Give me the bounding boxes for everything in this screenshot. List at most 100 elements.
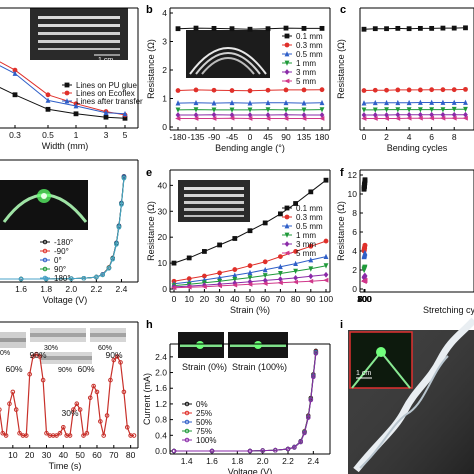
data-point xyxy=(231,282,238,288)
data-point xyxy=(283,111,289,118)
data-point xyxy=(232,236,238,241)
x-tick-label: 2.2 xyxy=(90,284,102,294)
series-0.1 mm xyxy=(171,177,329,266)
data-point xyxy=(171,285,177,291)
legend-label: 0.5 mm xyxy=(296,50,323,59)
data-point xyxy=(211,25,217,31)
data-point xyxy=(278,211,283,217)
data-point xyxy=(81,275,87,281)
legend-swatch-marker xyxy=(42,248,48,254)
x-tick-label: 100 xyxy=(319,294,333,304)
legend-swatch-marker xyxy=(64,82,70,88)
y-tick-label: 3 xyxy=(162,37,167,47)
y-tick-label: 4 xyxy=(162,8,167,18)
x-tick-label: 10 xyxy=(184,294,194,304)
data-point xyxy=(283,87,289,93)
x-tick-label: 40 xyxy=(230,294,240,304)
x-tick-label: 80 xyxy=(126,450,136,460)
data-point xyxy=(0,430,6,436)
legend-swatch-marker xyxy=(284,33,290,39)
data-point xyxy=(201,284,207,290)
y-axis-title: Resistance (Ω) xyxy=(146,39,156,99)
legend-swatch-marker xyxy=(184,419,190,425)
data-point xyxy=(10,389,16,395)
y-tick-label: 2 xyxy=(162,65,167,75)
data-point xyxy=(100,272,105,278)
data-point xyxy=(247,263,253,269)
y-tick-label: 0.0 xyxy=(155,446,167,456)
y-axis-title: Resistance (Ω) xyxy=(146,201,156,261)
series-line xyxy=(363,102,466,104)
data-point xyxy=(395,87,401,93)
legend-label: -90° xyxy=(54,247,69,256)
data-point xyxy=(247,275,253,281)
photo-panel-i: 1 cm xyxy=(348,317,474,474)
series-5 mm xyxy=(175,115,325,121)
data-point xyxy=(45,92,51,98)
y-tick-label: 20 xyxy=(158,232,168,242)
photo-inset-a: 1 cm xyxy=(30,8,128,64)
data-point xyxy=(12,70,18,76)
y-tick-label: 0 xyxy=(162,122,167,132)
inset-g-label-30: 30% xyxy=(44,345,58,352)
data-point xyxy=(440,111,446,118)
legend-swatch-marker xyxy=(284,214,290,220)
x-tick-label: 90 xyxy=(306,294,316,304)
legend-item-0: 0.1 mm xyxy=(282,204,323,213)
data-point xyxy=(193,87,199,93)
data-point xyxy=(121,176,127,181)
x-tick-label: -90 xyxy=(208,132,221,142)
legend-item-4: 100% xyxy=(182,436,216,445)
data-point xyxy=(308,189,314,195)
data-point xyxy=(12,67,18,73)
series-1 xyxy=(361,242,368,254)
data-point xyxy=(372,116,378,121)
data-point xyxy=(394,116,401,121)
x-tick-label: 2.0 xyxy=(257,456,269,466)
x-tick-label: 3 xyxy=(104,130,109,140)
series-2 xyxy=(361,99,468,106)
legend-label: 0.1 mm xyxy=(296,204,323,213)
legend-swatch-marker xyxy=(64,98,70,104)
x-tick-label: 0 xyxy=(362,132,367,142)
data-point xyxy=(131,433,137,438)
data-point xyxy=(361,116,367,121)
data-point xyxy=(103,109,109,116)
data-point xyxy=(278,254,283,260)
data-point xyxy=(429,99,435,105)
data-point xyxy=(384,99,389,106)
y-tick-label: 2.4 xyxy=(155,352,167,362)
inset-g-label-60: 60% xyxy=(98,345,112,352)
data-point xyxy=(362,177,368,183)
data-point xyxy=(293,268,298,275)
data-point xyxy=(417,111,423,118)
series-line xyxy=(363,27,466,30)
x-tick-label: 5 xyxy=(123,130,128,140)
data-point xyxy=(308,266,314,272)
series-3 mm xyxy=(175,111,325,118)
data-point xyxy=(87,395,93,401)
x-axis-title: Stretching cycles xyxy=(423,305,474,315)
data-point xyxy=(305,415,311,420)
legend-swatch-marker xyxy=(42,275,48,281)
data-point xyxy=(247,228,253,234)
data-point xyxy=(301,112,307,118)
annotation-label: 60% xyxy=(5,364,22,374)
data-point xyxy=(209,448,215,454)
data-point xyxy=(301,116,307,121)
data-point xyxy=(265,107,271,113)
x-tick-label: 180 xyxy=(315,132,329,142)
data-point xyxy=(98,419,103,424)
data-point xyxy=(319,116,325,121)
data-point xyxy=(301,25,307,31)
legend-item-0: Lines on PU glue xyxy=(62,81,137,90)
x-tick-label: 0 xyxy=(362,294,367,304)
data-point xyxy=(283,25,289,31)
data-point xyxy=(217,242,222,248)
panel-letter-f: f xyxy=(340,167,344,179)
x-tick-label: 1.4 xyxy=(181,456,193,466)
data-point xyxy=(440,115,446,121)
data-point xyxy=(417,99,423,105)
data-point xyxy=(265,99,271,106)
